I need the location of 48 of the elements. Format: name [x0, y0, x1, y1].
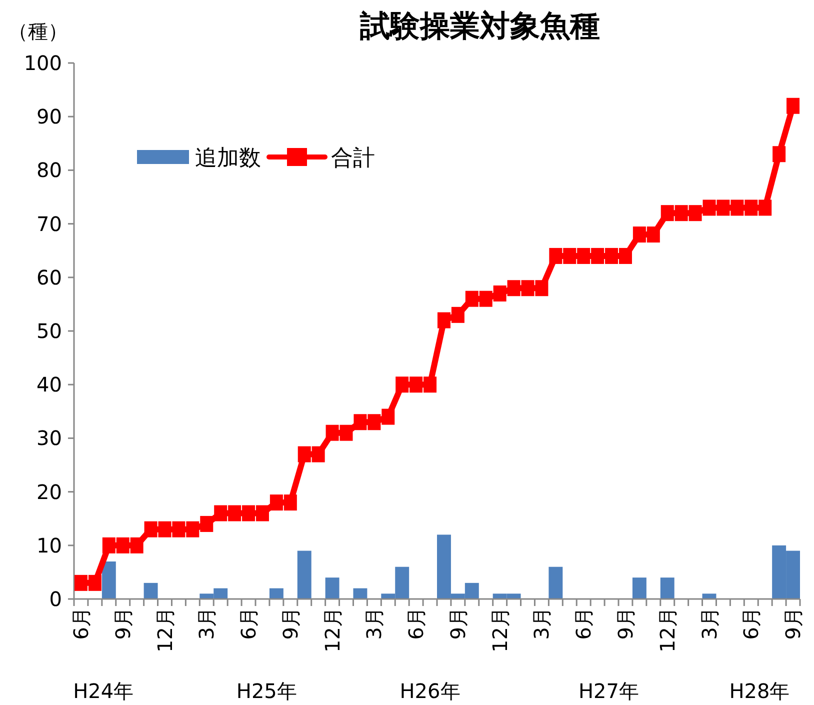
bar	[702, 594, 716, 599]
bar	[353, 588, 368, 599]
bar	[548, 566, 563, 599]
legend-label: 追加数	[195, 146, 261, 171]
y-tick-label: 10	[36, 533, 62, 558]
legend-label: 合計	[331, 146, 375, 171]
y-tick-label: 90	[36, 104, 62, 129]
x-tick-label: 9月	[613, 607, 638, 640]
y-tick-label: 40	[36, 372, 62, 397]
x-tick-label: 3月	[194, 607, 219, 640]
y-tick-label: 80	[36, 158, 62, 182]
x-tick-label: 3月	[362, 607, 386, 640]
x-tick-label: 12月	[152, 607, 177, 652]
x-tick-label: 6月	[404, 607, 428, 640]
y-tick-label: 60	[36, 265, 62, 290]
text: H25年	[236, 679, 297, 703]
bar	[297, 550, 312, 599]
y-tick-label: 50	[36, 319, 62, 343]
bar	[632, 578, 646, 599]
bar	[660, 578, 674, 599]
x-tick-label: 9月	[446, 607, 470, 640]
x-tick-label: 12月	[488, 607, 512, 652]
bar	[325, 578, 340, 599]
x-tick-label: 6月	[572, 607, 596, 640]
bar	[144, 582, 158, 599]
text: H26年	[400, 679, 460, 703]
y-tick-label: 100	[24, 51, 62, 75]
x-tick-label: 9月	[781, 607, 806, 640]
x-tick-label: 3月	[697, 607, 722, 640]
x-tick-label: 3月	[530, 607, 554, 640]
y-tick-label: 20	[36, 480, 62, 504]
bar	[269, 588, 284, 599]
text: H28年	[729, 679, 790, 703]
x-tick-label: 9月	[278, 607, 302, 640]
text: H24年	[73, 679, 134, 703]
x-tick-label: 6月	[236, 607, 261, 640]
x-tick-label: 12月	[655, 607, 680, 652]
y-axis-title: （種）	[8, 19, 68, 43]
bar	[102, 561, 116, 599]
x-tick-label: 6月	[739, 607, 764, 640]
y-tick-label: 0	[49, 587, 62, 611]
chart-title: 試験操業対象魚種	[359, 9, 600, 44]
y-tick-label: 30	[36, 426, 62, 450]
y-tick-label: 70	[36, 212, 62, 236]
x-tick-label: 6月	[68, 607, 93, 640]
text: H27年	[578, 679, 639, 703]
x-tick-label: 9月	[110, 607, 135, 640]
x-tick-label: 12月	[320, 607, 344, 652]
